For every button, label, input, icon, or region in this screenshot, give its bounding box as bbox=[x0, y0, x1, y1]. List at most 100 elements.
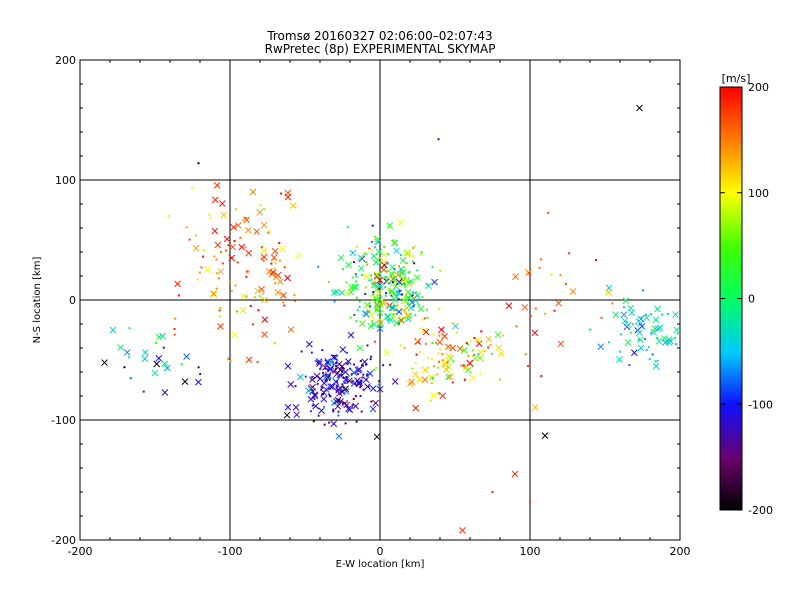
data-point-dot bbox=[405, 262, 408, 265]
data-point-dot bbox=[366, 344, 369, 347]
data-point-cross bbox=[386, 222, 394, 229]
data-point-cross bbox=[322, 386, 330, 393]
data-point-cross bbox=[444, 343, 452, 351]
y-tick-label: -100 bbox=[51, 414, 76, 427]
data-point-cross bbox=[342, 368, 349, 376]
data-point-dot bbox=[341, 366, 344, 369]
data-point-cross bbox=[636, 336, 644, 343]
data-point-dot bbox=[344, 422, 347, 425]
data-point-cross bbox=[417, 305, 425, 313]
data-point-dot bbox=[524, 353, 527, 356]
colorbar-ticks: 200 100 0 -100 -200 bbox=[720, 81, 773, 517]
data-point-dot bbox=[355, 320, 358, 323]
data-point-dot bbox=[402, 283, 405, 286]
data-point-cross bbox=[336, 384, 344, 392]
data-point-dot bbox=[608, 341, 611, 344]
data-point-dot bbox=[235, 310, 238, 313]
data-point-dot bbox=[397, 271, 400, 274]
data-point-cross bbox=[307, 395, 315, 403]
data-point-dot bbox=[432, 333, 435, 336]
data-point-cross bbox=[403, 304, 411, 312]
data-point-cross bbox=[287, 326, 295, 333]
colorbar-tick-label: 100 bbox=[748, 187, 769, 200]
data-point-cross bbox=[117, 344, 124, 351]
data-point-dot bbox=[234, 284, 237, 287]
data-point-dot bbox=[515, 325, 518, 328]
data-point-dot bbox=[227, 357, 230, 360]
data-point-dot bbox=[403, 347, 406, 350]
data-point-cross bbox=[369, 385, 377, 392]
data-point-dot bbox=[246, 270, 249, 273]
data-point-dot bbox=[355, 296, 358, 299]
data-point-dot bbox=[320, 388, 323, 391]
data-point-dot bbox=[229, 360, 232, 363]
data-point-cross bbox=[161, 360, 169, 368]
data-point-dot bbox=[367, 385, 370, 388]
data-point-dot bbox=[540, 375, 543, 378]
data-point-cross bbox=[373, 296, 381, 303]
data-point-dot bbox=[359, 360, 362, 363]
data-point-cross bbox=[181, 378, 189, 385]
data-point-dot bbox=[654, 360, 657, 363]
data-point-dot bbox=[347, 374, 350, 377]
data-point-cross bbox=[421, 366, 429, 374]
data-point-cross bbox=[380, 251, 388, 259]
data-point-dot bbox=[335, 364, 338, 367]
data-point-cross bbox=[347, 331, 355, 339]
x-tick-label: 0 bbox=[377, 545, 384, 558]
data-point-dot bbox=[378, 290, 381, 293]
data-point-cross bbox=[398, 317, 405, 324]
data-point-cross bbox=[330, 420, 338, 428]
data-point-dot bbox=[317, 414, 320, 417]
data-point-dot bbox=[398, 281, 401, 284]
data-point-dot bbox=[350, 373, 353, 376]
data-point-dot bbox=[244, 216, 247, 219]
data-point-dot bbox=[386, 319, 389, 322]
data-point-cross bbox=[244, 226, 252, 234]
data-point-dot bbox=[625, 321, 628, 324]
data-point-cross bbox=[316, 360, 323, 367]
data-point-dot bbox=[358, 306, 361, 309]
data-point-dot bbox=[320, 385, 323, 388]
data-point-dot bbox=[550, 273, 553, 276]
data-point-dot bbox=[676, 332, 679, 335]
data-point-dot bbox=[411, 294, 414, 297]
data-point-cross bbox=[672, 311, 679, 318]
data-point-dot bbox=[313, 397, 316, 400]
data-point-dot bbox=[421, 318, 424, 321]
data-point-cross bbox=[151, 369, 159, 377]
data-point-dot bbox=[249, 304, 252, 307]
data-point-dot bbox=[421, 295, 424, 298]
data-point-cross bbox=[416, 376, 423, 383]
data-point-cross bbox=[388, 287, 396, 295]
data-point-dot bbox=[230, 290, 233, 293]
colorbar-unit: [m/s] bbox=[722, 72, 751, 85]
data-point-cross bbox=[643, 314, 651, 322]
data-point-cross bbox=[521, 303, 529, 311]
data-point-dot bbox=[233, 240, 236, 243]
data-point-dot bbox=[123, 366, 126, 369]
data-point-dot bbox=[399, 254, 402, 257]
data-point-cross bbox=[344, 289, 352, 296]
data-point-cross bbox=[405, 312, 413, 320]
data-point-dot bbox=[345, 351, 348, 354]
data-point-cross bbox=[234, 221, 242, 229]
data-point-cross bbox=[616, 356, 623, 363]
data-point-dot bbox=[636, 318, 639, 321]
data-point-cross bbox=[621, 317, 629, 325]
data-point-dot bbox=[489, 344, 492, 347]
data-point-dot bbox=[426, 357, 429, 360]
data-point-cross bbox=[283, 411, 291, 419]
data-point-cross bbox=[412, 404, 420, 412]
data-point-cross bbox=[109, 326, 117, 334]
data-point-dot bbox=[413, 262, 416, 265]
data-point-dot bbox=[336, 390, 339, 393]
data-point-cross bbox=[637, 344, 645, 352]
data-point-dot bbox=[647, 346, 650, 349]
data-point-cross bbox=[438, 326, 445, 334]
data-point-dot bbox=[200, 266, 203, 269]
data-point-dot bbox=[310, 351, 313, 354]
data-point-dot bbox=[628, 364, 631, 367]
data-point-dot bbox=[365, 261, 368, 264]
data-point-dot bbox=[361, 376, 364, 379]
